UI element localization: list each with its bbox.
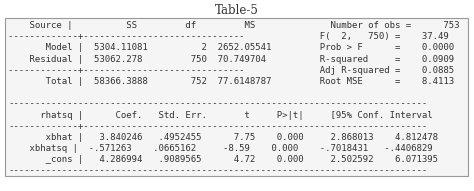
Text: Total |  58366.3888        752  77.6148787         Root MSE      =    8.4113: Total | 58366.3888 752 77.6148787 Root M… [8, 77, 454, 86]
Text: xbhat |   3.840246   .4952455      7.75    0.000     2.868013    4.812478: xbhat | 3.840246 .4952455 7.75 0.000 2.8… [8, 133, 438, 142]
Text: -------------+------------------------------              F(  2,   750) =    37.: -------------+--------------------------… [8, 32, 449, 41]
Text: Model |  5304.11081          2  2652.05541         Prob > F      =    0.0000: Model | 5304.11081 2 2652.05541 Prob > F… [8, 43, 454, 52]
Text: rhatsq |      Coef.   Std. Err.       t     P>|t|     [95% Conf. Interval: rhatsq | Coef. Std. Err. t P>|t| [95% Co… [8, 111, 433, 120]
Text: ------------------------------------------------------------------------------: ----------------------------------------… [8, 167, 427, 176]
Text: -------------+----------------------------------------------------------------: -------------+--------------------------… [8, 122, 427, 131]
Text: _cons |   4.286994   .9089565      4.72    0.000     2.502592    6.071395: _cons | 4.286994 .9089565 4.72 0.000 2.5… [8, 155, 438, 164]
Text: ------------------------------------------------------------------------------: ----------------------------------------… [8, 99, 427, 108]
Text: -------------+------------------------------              Adj R-squared =    0.0: -------------+--------------------------… [8, 66, 454, 75]
Text: Residual |  53062.278         750  70.749704          R-squared     =    0.0909: Residual | 53062.278 750 70.749704 R-squ… [8, 55, 454, 64]
Text: Table-5: Table-5 [215, 4, 259, 17]
Text: Source |          SS         df         MS              Number of obs =      753: Source | SS df MS Number of obs = 753 [8, 21, 459, 30]
Bar [5, 18, 468, 176]
Text: xbhatsq |  -.571263    .0665162     -8.59    0.000    -.7018431   -.4406829: xbhatsq | -.571263 .0665162 -8.59 0.000 … [8, 144, 433, 153]
